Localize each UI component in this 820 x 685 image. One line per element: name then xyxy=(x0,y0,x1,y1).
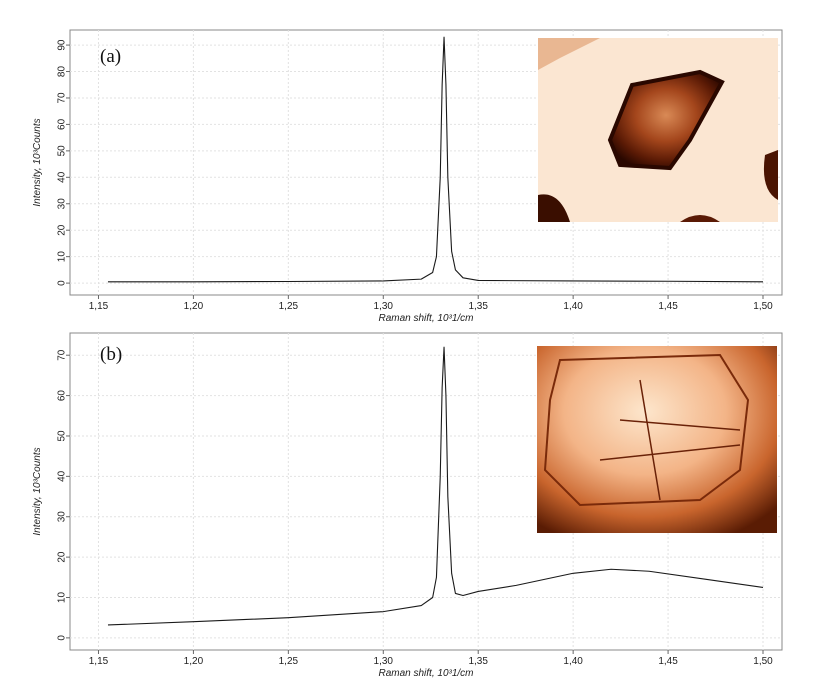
y-tick-label: 50 xyxy=(57,430,68,442)
y-tick-label: 60 xyxy=(57,390,68,402)
y-tick-label: 40 xyxy=(57,470,68,482)
panel-label: (a) xyxy=(100,46,121,67)
plot-frame xyxy=(69,29,783,296)
inset-photo-a xyxy=(538,38,778,222)
inset-photo-b xyxy=(537,346,777,533)
x-tick-label: 1,35 xyxy=(468,301,488,312)
y-axis-label: Intensity, 10³Counts xyxy=(32,118,43,206)
y-tick-label: 10 xyxy=(57,592,68,604)
plot: 1,15 1,20 1,25 1,30 1,35 1,40 1,45 1,50 0 10 20 30 4… xyxy=(32,332,783,679)
y-tick-label: 20 xyxy=(57,224,68,236)
x-tick-label: 1,20 xyxy=(184,301,204,312)
x-axis-label: Raman shift, 10³1/cm xyxy=(378,668,473,679)
x-tick-label: 1,15 xyxy=(89,301,109,312)
y-tick-label: 50 xyxy=(57,145,68,157)
x-tick-label: 1,30 xyxy=(374,301,394,312)
x-tick-label: 1,40 xyxy=(563,656,583,667)
x-tick-label: 1,50 xyxy=(753,656,773,667)
spectrum-line xyxy=(107,346,764,626)
x-tick-label: 1,35 xyxy=(468,656,488,667)
spectrum-line xyxy=(107,36,764,283)
panel-label: (b) xyxy=(100,344,122,365)
y-tick-label: 70 xyxy=(57,92,68,104)
x-tick-label: 1,25 xyxy=(279,656,299,667)
x-tick-label: 1,30 xyxy=(374,656,394,667)
y-tick-label: 60 xyxy=(57,118,68,130)
y-tick-label: 10 xyxy=(57,251,68,263)
y-axis-label: Intensity, 10³Counts xyxy=(32,447,43,535)
y-tick-label: 0 xyxy=(57,280,68,286)
x-tick-label: 1,45 xyxy=(658,656,678,667)
x-tick-label: 1,45 xyxy=(658,301,678,312)
y-tick-label: 70 xyxy=(57,349,68,361)
x-tick-label: 1,25 xyxy=(279,301,299,312)
plot-frame xyxy=(69,332,783,651)
x-axis-label: Raman shift, 10³1/cm xyxy=(378,313,473,324)
x-tick-label: 1,15 xyxy=(89,656,109,667)
x-tick-label: 1,20 xyxy=(184,656,204,667)
y-tick-label: 30 xyxy=(57,511,68,523)
y-tick-label: 30 xyxy=(57,198,68,210)
y-tick-label: 20 xyxy=(57,551,68,563)
y-tick-label: 0 xyxy=(57,635,68,641)
x-tick-label: 1,50 xyxy=(753,301,773,312)
y-tick-label: 80 xyxy=(57,66,68,78)
y-tick-label: 90 xyxy=(57,39,68,51)
x-tick-label: 1,40 xyxy=(563,301,583,312)
y-tick-label: 40 xyxy=(57,171,68,183)
